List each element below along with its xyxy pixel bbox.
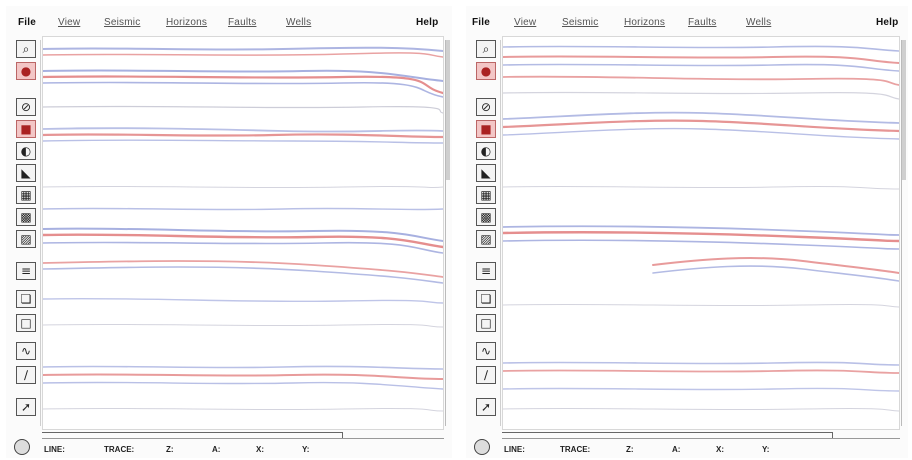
- zoom-icon[interactable]: ⌕: [16, 40, 36, 58]
- wave-icon[interactable]: ∿: [16, 342, 36, 360]
- seismic-viewer-right: File View Seismic Horizons Faults Wells …: [466, 6, 908, 458]
- status-z-label: Z:: [166, 445, 174, 454]
- cursor-icon[interactable]: ➚: [476, 398, 496, 416]
- bucket-icon[interactable]: ◐: [16, 142, 36, 160]
- zoom-icon[interactable]: ⌕: [476, 40, 496, 58]
- status-trace-label: TRACE:: [104, 445, 135, 454]
- menu-faults[interactable]: Faults: [688, 17, 717, 28]
- line-icon[interactable]: ∕: [16, 366, 36, 384]
- globe-icon[interactable]: [474, 439, 490, 455]
- stack-icon[interactable]: ≡: [476, 262, 496, 280]
- menu-help[interactable]: Help: [416, 17, 439, 28]
- pointer-icon[interactable]: ●: [476, 62, 496, 80]
- tool-palette: ⌕ ● ⊘ ■ ◐ ◣ ▦ ▩ ▨ ≡ ❏ □ ∿ ∕ ➚: [474, 40, 501, 426]
- bucket-icon[interactable]: ◐: [476, 142, 496, 160]
- paint-icon[interactable]: ◣: [476, 164, 496, 182]
- horizontal-scrollbar[interactable]: [42, 430, 444, 439]
- scroll-thumb[interactable]: [502, 432, 833, 438]
- scroll-thumb[interactable]: [446, 40, 450, 180]
- menu-wells[interactable]: Wells: [286, 17, 312, 28]
- pointer-icon[interactable]: ●: [16, 62, 36, 80]
- menu-view[interactable]: View: [514, 17, 537, 28]
- status-bar: LINE: TRACE: Z: A: X: Y:: [466, 438, 908, 458]
- texture-icon[interactable]: ▨: [476, 230, 496, 248]
- seismic-section[interactable]: [42, 36, 444, 430]
- hatch-icon[interactable]: ▦: [16, 186, 36, 204]
- paint-icon[interactable]: ◣: [16, 164, 36, 182]
- tool-palette: ⌕ ● ⊘ ■ ◐ ◣ ▦ ▩ ▨ ≡ ❏ □ ∿ ∕ ➚: [14, 40, 41, 426]
- line-icon[interactable]: ∕: [476, 366, 496, 384]
- menu-wells[interactable]: Wells: [746, 17, 772, 28]
- cursor-icon[interactable]: ➚: [16, 398, 36, 416]
- hatch-icon[interactable]: ▦: [476, 186, 496, 204]
- layers-icon[interactable]: ❏: [16, 290, 36, 308]
- status-z-label: Z:: [626, 445, 634, 454]
- no-entry-icon[interactable]: ⊘: [476, 98, 496, 116]
- menu-seismic[interactable]: Seismic: [104, 17, 141, 28]
- menu-seismic[interactable]: Seismic: [562, 17, 599, 28]
- texture-icon[interactable]: ▨: [16, 230, 36, 248]
- status-a-label: A:: [672, 445, 681, 454]
- layers-icon[interactable]: ❏: [476, 290, 496, 308]
- scroll-thumb[interactable]: [42, 432, 343, 438]
- menu-help[interactable]: Help: [876, 17, 899, 28]
- menu-file[interactable]: File: [472, 17, 491, 28]
- status-bar: LINE: TRACE: Z: A: X: Y:: [6, 438, 452, 458]
- window-icon[interactable]: □: [16, 314, 36, 332]
- status-trace-label: TRACE:: [560, 445, 591, 454]
- status-line-label: LINE:: [44, 445, 65, 454]
- horizontal-scrollbar[interactable]: [502, 430, 900, 439]
- menu-horizons[interactable]: Horizons: [166, 17, 208, 28]
- status-y-label: Y:: [302, 445, 310, 454]
- menu-faults[interactable]: Faults: [228, 17, 257, 28]
- status-a-label: A:: [212, 445, 221, 454]
- status-x-label: X:: [256, 445, 264, 454]
- status-x-label: X:: [716, 445, 724, 454]
- menu-horizons[interactable]: Horizons: [624, 17, 666, 28]
- wave-icon[interactable]: ∿: [476, 342, 496, 360]
- scroll-thumb[interactable]: [902, 40, 906, 180]
- status-y-label: Y:: [762, 445, 770, 454]
- menu-file[interactable]: File: [18, 17, 37, 28]
- window-icon[interactable]: □: [476, 314, 496, 332]
- seismic-viewer-left: File View Seismic Horizons Faults Wells …: [6, 6, 452, 458]
- color-box-icon[interactable]: ■: [476, 120, 496, 138]
- color-box-icon[interactable]: ■: [16, 120, 36, 138]
- vertical-scrollbar[interactable]: [901, 40, 906, 426]
- seismic-section[interactable]: [502, 36, 900, 430]
- no-entry-icon[interactable]: ⊘: [16, 98, 36, 116]
- status-line-label: LINE:: [504, 445, 525, 454]
- menu-bar: File View Seismic Horizons Faults Wells …: [466, 14, 908, 36]
- menu-bar: File View Seismic Horizons Faults Wells …: [6, 14, 452, 36]
- grid-icon[interactable]: ▩: [476, 208, 496, 226]
- vertical-scrollbar[interactable]: [445, 40, 450, 426]
- globe-icon[interactable]: [14, 439, 30, 455]
- menu-view[interactable]: View: [58, 17, 81, 28]
- grid-icon[interactable]: ▩: [16, 208, 36, 226]
- stack-icon[interactable]: ≡: [16, 262, 36, 280]
